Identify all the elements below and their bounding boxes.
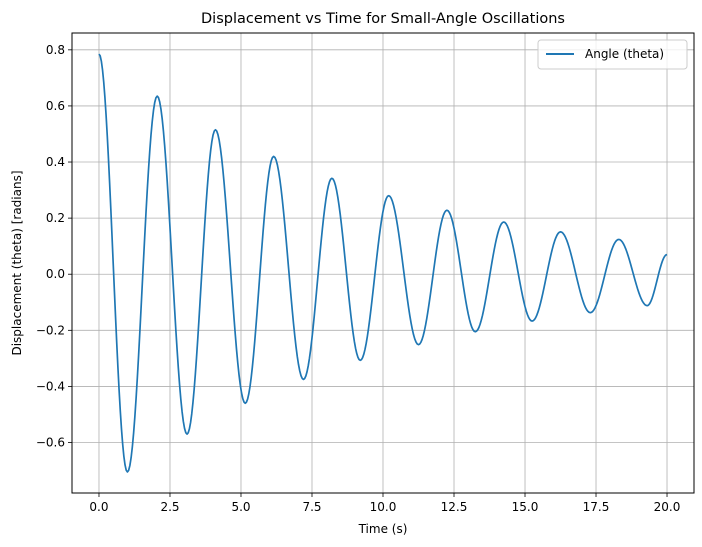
x-tick-label: 10.0 — [370, 500, 397, 514]
y-tick-label: 0.2 — [46, 211, 65, 225]
series-line — [98, 53, 668, 473]
x-tick-label: 2.5 — [160, 500, 179, 514]
y-tick-label: 0.4 — [46, 155, 65, 169]
y-tick-label: −0.4 — [36, 379, 65, 393]
x-tick-label: 12.5 — [441, 500, 468, 514]
x-tick-label: 5.0 — [231, 500, 250, 514]
x-tick-label: 0.0 — [89, 500, 108, 514]
series-layer — [98, 53, 668, 473]
legend-label: Angle (theta) — [585, 47, 664, 61]
x-tick-label: 17.5 — [583, 500, 610, 514]
y-tick-label: 0.6 — [46, 99, 65, 113]
legend-box — [537, 39, 688, 70]
x-axis-label: Time (s) — [358, 522, 408, 536]
y-tick-label: 0.0 — [46, 267, 65, 281]
y-tick-label: −0.2 — [36, 323, 65, 337]
chart-title: Displacement vs Time for Small-Angle Osc… — [201, 11, 565, 27]
legend: Angle (theta) — [537, 39, 688, 70]
x-tick-label: 7.5 — [302, 500, 321, 514]
x-axis-ticks: 0.0 2.5 5.0 7.5 10.0 12.5 15.0 17.5 20.0 — [89, 493, 680, 514]
y-tick-label: −0.6 — [36, 436, 65, 450]
x-tick-label: 15.0 — [512, 500, 539, 514]
x-tick-label: 20.0 — [654, 500, 681, 514]
y-axis-ticks: −0.6 −0.4 −0.2 0.0 0.2 0.4 0.6 0.8 — [36, 43, 72, 450]
y-axis-label: Displacement (theta) [radians] — [10, 170, 24, 355]
y-tick-label: 0.8 — [46, 43, 65, 57]
